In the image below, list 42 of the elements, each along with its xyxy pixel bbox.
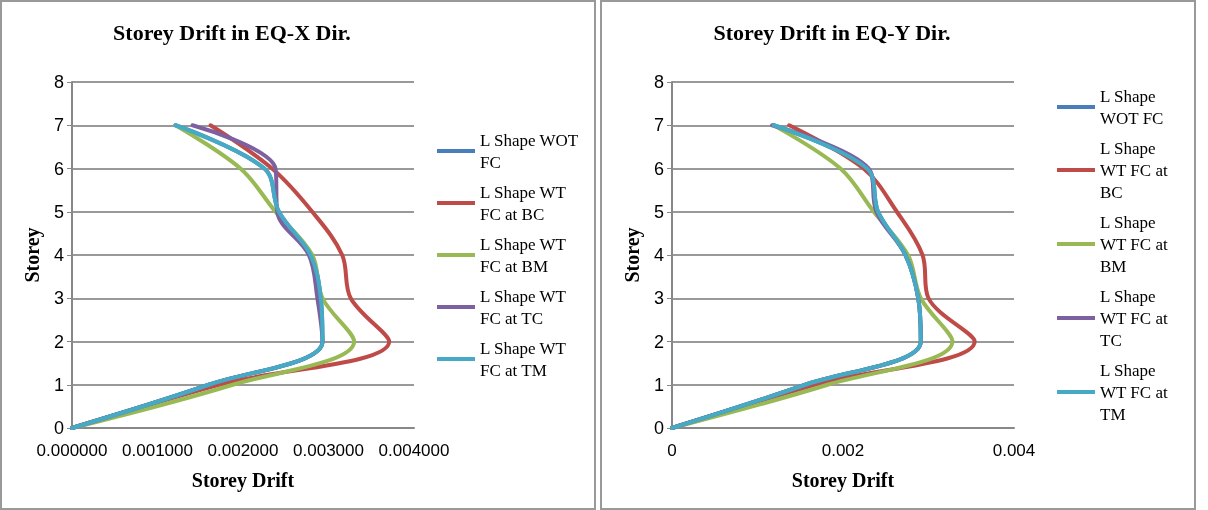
y-tick-label: 2 — [53, 331, 64, 352]
y-tick-label: 3 — [53, 288, 64, 309]
y-tick-label: 2 — [653, 331, 664, 352]
chart-title: Storey Drift in EQ-X Dir. — [113, 19, 351, 45]
y-tick-label: 4 — [653, 245, 664, 265]
y-tick-label: 6 — [653, 158, 664, 179]
y-tick-label: 8 — [53, 72, 64, 92]
y-axis-title: Storey — [621, 227, 644, 283]
y-tick-label: 8 — [653, 72, 664, 92]
x-tick-label: 0.000000 — [36, 441, 108, 460]
y-tick-label: 0 — [653, 418, 664, 438]
x-tick-label: 0.002000 — [207, 441, 279, 460]
chart-title: Storey Drift in EQ-Y Dir. — [713, 19, 951, 45]
y-tick-label: 7 — [653, 115, 664, 136]
y-tick-label: 6 — [53, 158, 64, 179]
y-tick-label: 4 — [53, 245, 64, 265]
legend-label: L Shape WT FC at BM — [480, 234, 570, 276]
legend-label: L Shape WOT FC — [1100, 86, 1164, 128]
x-axis-title: Storey Drift — [791, 469, 895, 492]
y-tick-label: 1 — [53, 374, 64, 395]
legend-label: L Shape WT FC at TM — [480, 338, 570, 380]
legend-label: L Shape WOT FC — [480, 130, 583, 172]
x-tick-label: 0.001000 — [122, 441, 193, 460]
legend-label: L Shape WT FC at TC — [1100, 286, 1172, 350]
x-tick-label: 0.002 — [821, 441, 865, 460]
y-tick-label: 1 — [653, 374, 664, 395]
legend-label: L Shape WT FC at BC — [480, 182, 570, 224]
y-tick-label: 7 — [53, 115, 64, 136]
x-tick-label: 0 — [667, 441, 677, 460]
y-tick-label: 3 — [653, 288, 664, 309]
y-tick-label: 5 — [653, 201, 664, 222]
x-axis-title: Storey Drift — [191, 469, 295, 492]
y-tick-label: 0 — [53, 418, 64, 438]
y-tick-label: 5 — [53, 201, 64, 222]
legend-label: L Shape WT FC at TC — [480, 286, 570, 328]
x-tick-label: 0.004 — [992, 441, 1036, 460]
legend-label: L Shape WT FC at BC — [1100, 138, 1172, 202]
legend-label: L Shape WT FC at BM — [1100, 212, 1172, 276]
legend-label: L Shape WT FC at TM — [1100, 360, 1172, 424]
y-axis-title: Storey — [21, 227, 44, 283]
x-tick-label: 0.003000 — [293, 441, 364, 460]
x-tick-label: 0.004000 — [378, 441, 450, 460]
